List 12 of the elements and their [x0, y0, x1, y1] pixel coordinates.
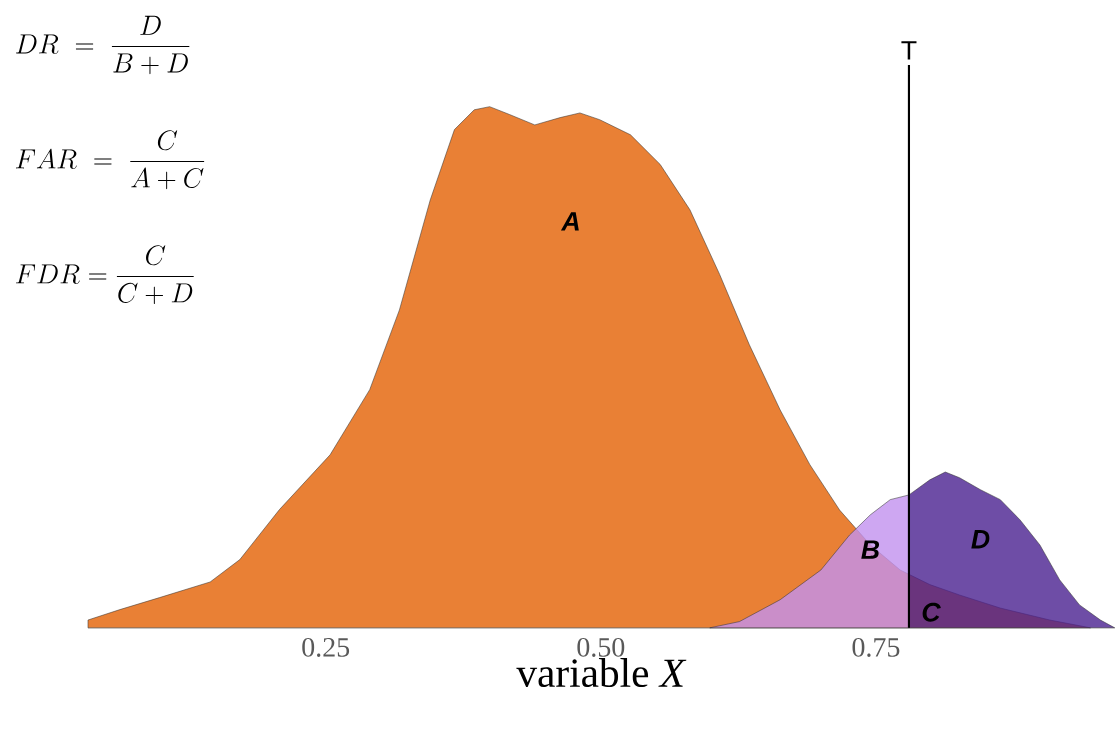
annotation: $FDR = \frac{C}{C + D}$	[15, 245, 194, 305]
annotation: D	[971, 530, 990, 549]
annotation: B	[861, 540, 880, 559]
annotation: C	[922, 602, 941, 622]
annotation: A	[560, 212, 579, 231]
x-tick-label: 0.25	[302, 637, 350, 657]
text: $DR\ =\ \frac{D}{B + D}$	[16, 15, 190, 75]
ref-line-label: T	[901, 41, 917, 60]
x-tick-label: 0.50	[577, 637, 625, 657]
x-axis-title: variable X	[516, 658, 687, 688]
x-tick-label: 0.75	[852, 637, 900, 657]
annotation: $FAR\ =\ \frac{C}{A + C}$	[15, 130, 205, 190]
